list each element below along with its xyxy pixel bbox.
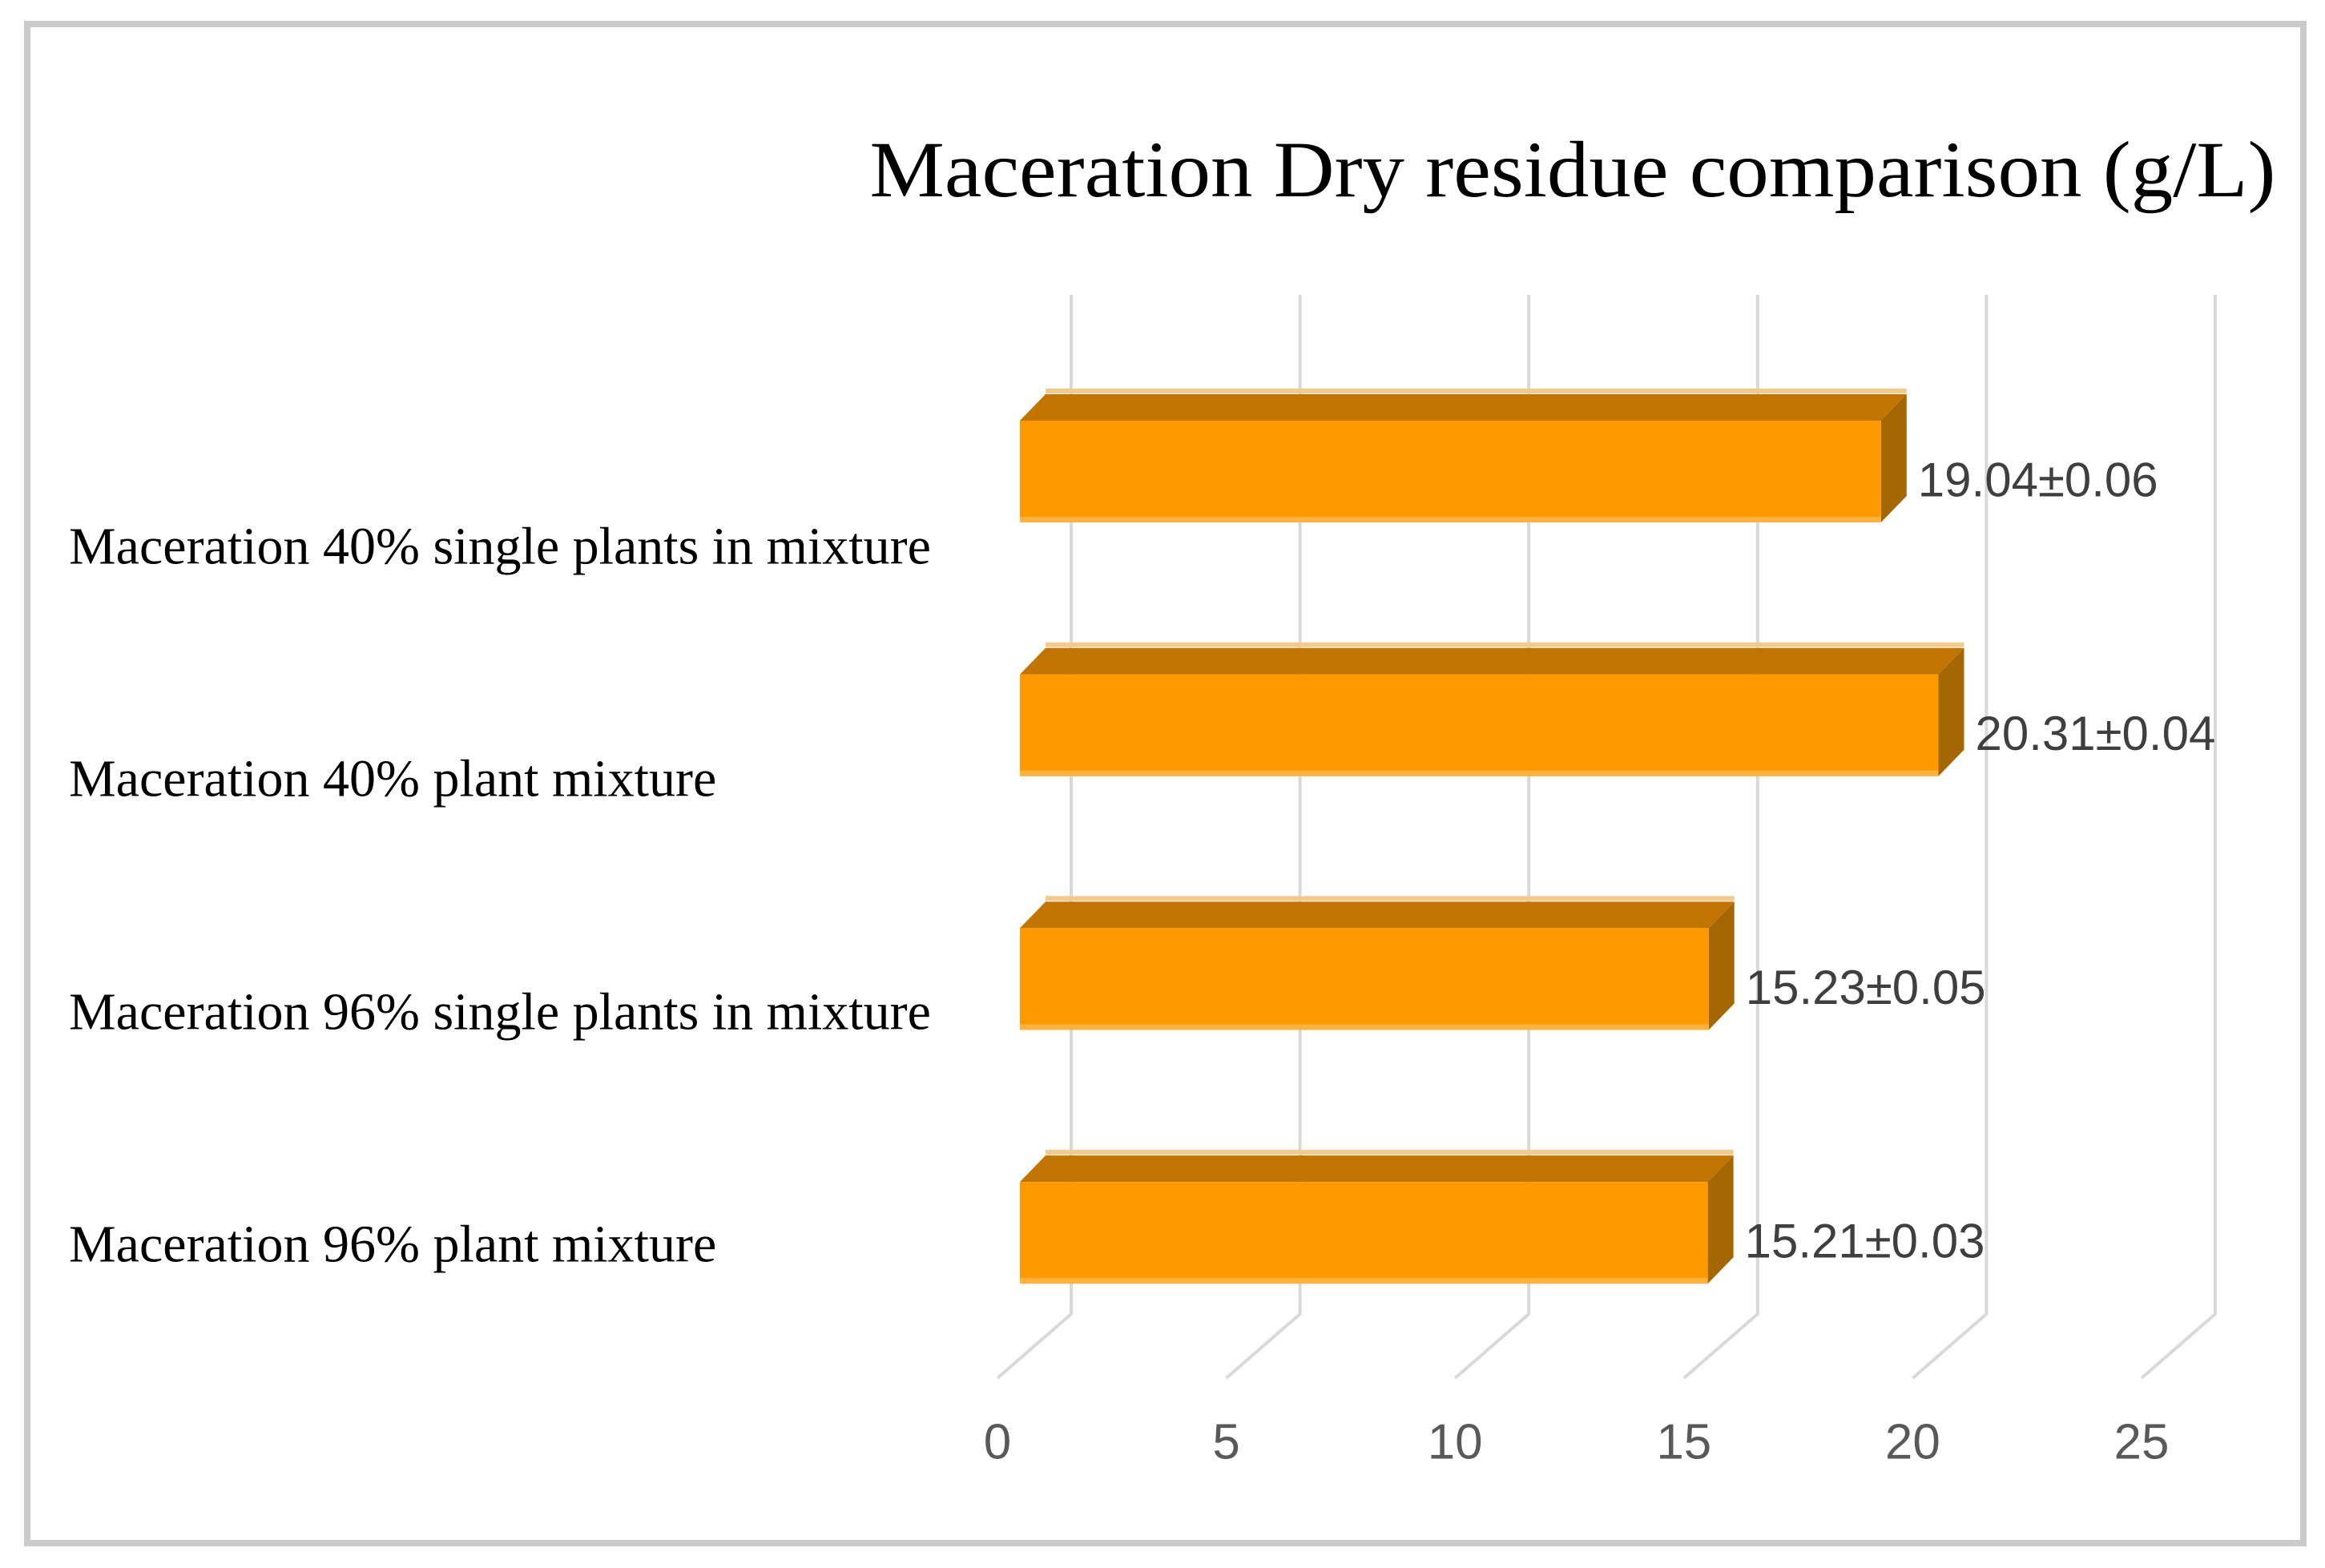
bar — [1020, 389, 1907, 522]
x-tick-label: 15 — [1656, 1415, 1711, 1470]
bar-top-face — [1020, 394, 1907, 421]
figure-border — [24, 21, 2307, 1546]
gridlines — [996, 295, 2217, 1380]
bar-side-face — [1938, 647, 1964, 776]
bar-front-face — [1020, 674, 1939, 776]
x-tick-label: 5 — [1212, 1415, 1239, 1470]
x-tick-label: 0 — [984, 1415, 1011, 1470]
bar-bottom-highlight — [1020, 1024, 1709, 1030]
x-tick-label: 25 — [2114, 1415, 2170, 1470]
x-axis-tick-labels: 0 5 10 15 20 25 — [984, 1415, 2170, 1470]
bar — [1020, 642, 1964, 776]
bar-side-face — [1880, 394, 1907, 522]
chart-title: Maceration Dry residue comparison (g/L) — [870, 125, 2276, 214]
category-label: Maceration 40% single plants in mixture — [69, 518, 931, 576]
bar-front-face — [1020, 1182, 1708, 1284]
bar-value-label: 20.31±0.04 — [1975, 707, 2215, 760]
gridline — [2140, 295, 2217, 1380]
category-label: Maceration 40% plant mixture — [69, 750, 716, 808]
bar-value-label: 15.23±0.05 — [1746, 961, 1986, 1014]
category-label: Maceration 96% single plants in mixture — [69, 983, 931, 1042]
gridline — [1225, 295, 1302, 1380]
category-axis-labels: Maceration 40% single plants in mixture M… — [69, 518, 931, 1274]
x-tick-label: 20 — [1885, 1415, 1940, 1470]
bar-bottom-highlight — [1020, 770, 1939, 776]
gridline — [1682, 295, 1759, 1380]
bar-top-face — [1020, 1155, 1734, 1183]
bar-side-face — [1707, 1155, 1734, 1284]
bar-bottom-highlight — [1020, 1278, 1708, 1284]
bar-side-face — [1708, 901, 1735, 1030]
bar-bottom-highlight — [1020, 517, 1881, 522]
gridline — [1453, 295, 1531, 1380]
category-label: Maceration 96% plant mixture — [69, 1215, 716, 1274]
bar-value-label: 19.04±0.06 — [1918, 453, 2158, 507]
gridline — [996, 295, 1073, 1380]
bar-value-label: 15.21±0.03 — [1745, 1215, 1985, 1268]
x-tick-label: 10 — [1428, 1415, 1483, 1470]
bar-top-face — [1020, 647, 1964, 675]
bar — [1020, 896, 1735, 1030]
bars: 19.04±0.06 20.31±0.04 15.23±0.05 15.21±0.03 — [1020, 389, 2215, 1284]
gridline — [1912, 295, 1989, 1380]
bar-front-face — [1020, 928, 1709, 1030]
bar-top-face — [1020, 901, 1735, 929]
bar — [1020, 1150, 1734, 1284]
bar-front-face — [1020, 421, 1881, 522]
